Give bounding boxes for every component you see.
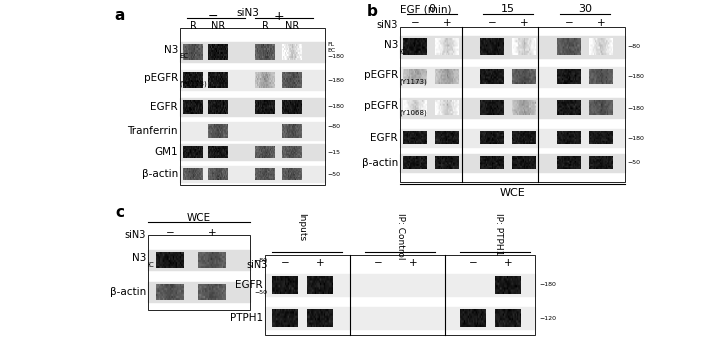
Bar <box>180 98 325 116</box>
Bar <box>400 27 625 182</box>
Text: −180: −180 <box>627 75 644 80</box>
Text: −: − <box>166 228 174 238</box>
Text: −: − <box>468 258 477 268</box>
Text: EC: EC <box>179 53 188 59</box>
Text: WCE: WCE <box>500 188 526 198</box>
Text: EGFR: EGFR <box>371 133 398 143</box>
Text: b: b <box>367 4 378 19</box>
Text: (Y1173): (Y1173) <box>179 81 207 87</box>
Text: R: R <box>190 21 196 31</box>
Text: PTPH1: PTPH1 <box>230 313 263 323</box>
Bar <box>180 42 325 62</box>
Text: −180: −180 <box>327 55 344 59</box>
Bar <box>180 70 325 90</box>
Text: −: − <box>374 258 382 268</box>
Text: IP: Control: IP: Control <box>395 213 405 260</box>
Text: −: − <box>281 258 290 268</box>
Text: siN3: siN3 <box>125 230 146 240</box>
Text: −80: −80 <box>627 45 640 50</box>
Text: −: − <box>565 18 573 28</box>
Text: FL: FL <box>327 42 334 47</box>
Text: +: + <box>316 258 324 268</box>
Text: −180: −180 <box>327 77 344 83</box>
Text: Inputs: Inputs <box>298 213 306 241</box>
Text: −120: −120 <box>539 316 556 320</box>
Bar <box>400 129 625 147</box>
Text: IP: PTPH1: IP: PTPH1 <box>494 213 502 255</box>
Text: EGFR: EGFR <box>151 102 178 112</box>
Text: −180: −180 <box>327 105 344 109</box>
Text: −: − <box>488 18 497 28</box>
Text: β-actin: β-actin <box>142 169 178 179</box>
Text: +: + <box>504 258 513 268</box>
Text: WCE: WCE <box>187 213 211 223</box>
Text: c: c <box>115 205 124 220</box>
Text: −80: −80 <box>327 123 340 129</box>
Text: −80: −80 <box>254 257 267 262</box>
Bar <box>148 235 250 310</box>
Text: pEGFR: pEGFR <box>144 73 178 83</box>
Text: +: + <box>597 18 605 28</box>
Text: IC: IC <box>147 262 153 268</box>
Text: Tranferrin: Tranferrin <box>127 126 178 136</box>
Text: −50: −50 <box>254 290 267 295</box>
Text: GM1: GM1 <box>154 147 178 157</box>
Text: NR: NR <box>285 21 299 31</box>
Bar <box>265 255 535 335</box>
Text: −50: −50 <box>627 160 640 165</box>
Text: pEGFR: pEGFR <box>363 101 398 111</box>
Text: EC: EC <box>327 49 335 54</box>
Text: R: R <box>261 21 269 31</box>
Text: +: + <box>208 228 216 238</box>
Text: −50: −50 <box>327 172 340 177</box>
Text: −: − <box>208 10 218 23</box>
Text: −: − <box>411 18 419 28</box>
Bar <box>180 28 325 185</box>
Text: IC: IC <box>399 49 405 55</box>
Bar <box>265 307 535 329</box>
Text: −180: −180 <box>539 282 556 287</box>
Text: +: + <box>520 18 529 28</box>
Text: −15: −15 <box>327 150 340 155</box>
Bar <box>148 250 250 270</box>
Text: siN3: siN3 <box>376 20 398 30</box>
Bar <box>180 144 325 160</box>
Bar <box>400 36 625 58</box>
Text: −180: −180 <box>627 105 644 110</box>
Text: a: a <box>115 8 125 23</box>
Text: N3: N3 <box>164 45 178 55</box>
Text: N3: N3 <box>132 253 146 263</box>
Text: siN3: siN3 <box>237 8 259 18</box>
Text: EGF (min): EGF (min) <box>400 4 452 14</box>
Text: 15: 15 <box>501 4 515 14</box>
Text: β-actin: β-actin <box>110 287 146 297</box>
Text: β-actin: β-actin <box>362 158 398 168</box>
Text: +: + <box>408 258 417 268</box>
Text: NR: NR <box>211 21 225 31</box>
Text: 30: 30 <box>578 4 592 14</box>
Text: 0: 0 <box>429 4 436 14</box>
Bar <box>400 67 625 87</box>
Bar <box>180 166 325 182</box>
Bar <box>148 282 250 302</box>
Text: +: + <box>442 18 451 28</box>
Text: N3: N3 <box>384 40 398 50</box>
Text: pEGFR: pEGFR <box>363 70 398 80</box>
Bar <box>180 122 325 140</box>
Text: (Y1173): (Y1173) <box>399 79 426 85</box>
Bar <box>400 98 625 118</box>
Bar <box>265 274 535 296</box>
Text: −180: −180 <box>627 135 644 140</box>
Text: (Y1068): (Y1068) <box>399 110 426 116</box>
Text: EGFR: EGFR <box>235 280 263 290</box>
Text: siN3: siN3 <box>247 260 268 270</box>
Text: +: + <box>274 10 285 23</box>
Bar <box>400 154 625 172</box>
